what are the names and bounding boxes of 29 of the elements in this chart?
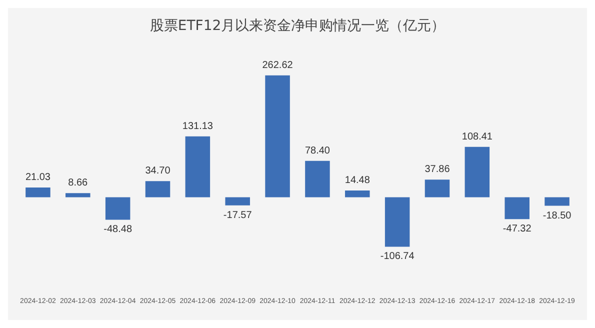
data-label: 37.86 [424,164,450,176]
bar [424,180,450,198]
data-label: 131.13 [182,120,214,132]
bar [464,146,490,198]
bar [26,187,50,198]
data-label: -48.48 [104,224,132,236]
data-label: 21.03 [25,172,51,183]
bar [384,197,410,247]
data-label: 8.66 [68,178,88,189]
data-label: -106.74 [380,251,415,262]
bar [265,75,290,198]
data-label: 14.48 [344,174,370,186]
bar [225,197,250,206]
bar [345,190,370,198]
bar [105,197,130,220]
bar [305,160,330,198]
data-label: 34.70 [145,166,171,177]
bar [504,197,530,220]
bar [544,197,570,206]
data-label: 262.62 [262,60,294,71]
chart-title: 股票ETF12月以来资金净申购情况一览（亿元） [150,18,446,34]
data-label: -47.32 [502,224,532,235]
bar [185,136,210,198]
bar [145,181,170,198]
data-label: -18.50 [542,210,572,222]
data-label: 78.40 [304,145,330,156]
bar [66,193,90,198]
data-label: 108.41 [462,131,493,142]
data-label: -17.57 [223,210,252,221]
